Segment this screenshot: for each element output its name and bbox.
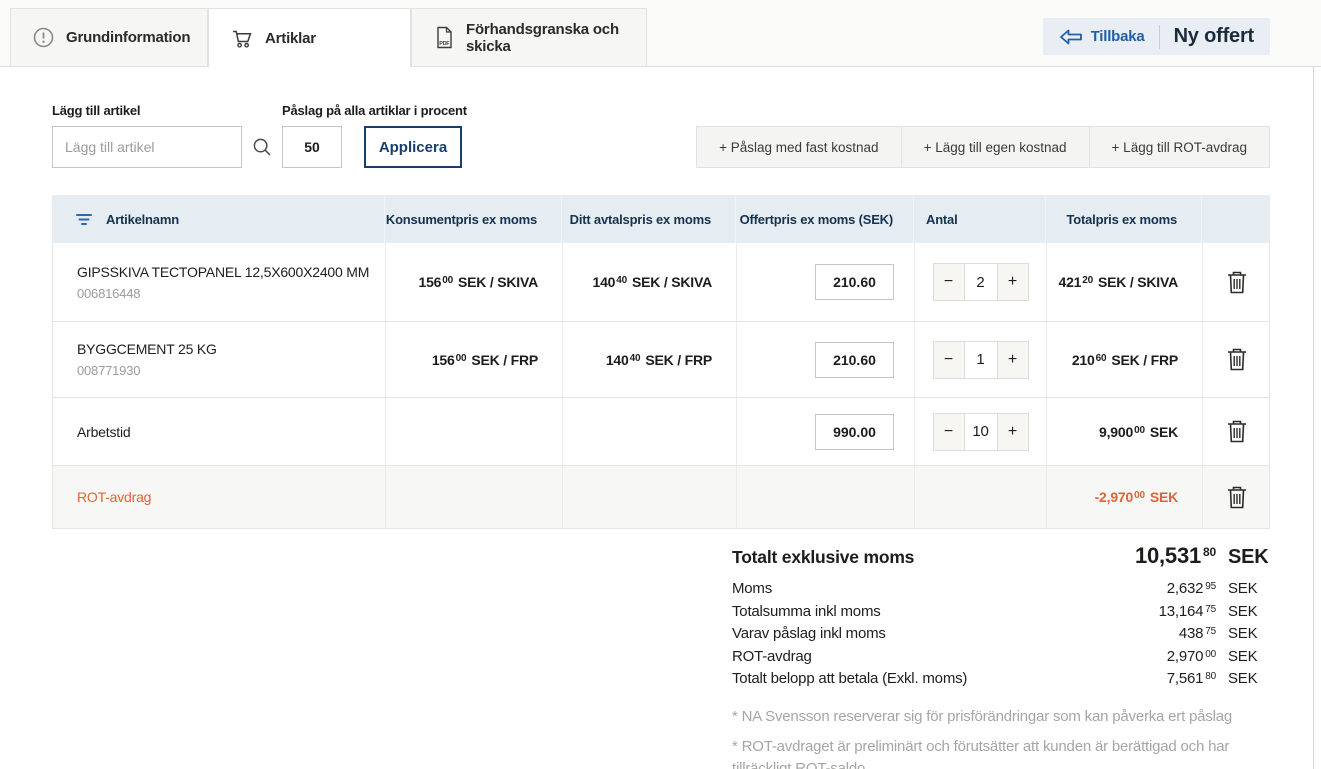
back-label: Tillbaka (1090, 28, 1145, 45)
quantity-increase-button[interactable]: + (996, 341, 1028, 378)
total-excl-vat-row: Totalt exklusive moms 10,531 80 SEK (732, 543, 1270, 569)
tab-label: Förhandsgranska och skicka (466, 20, 619, 55)
delete-row-button[interactable] (1226, 270, 1248, 295)
total-excl-vat-label: Totalt exklusive moms (732, 547, 915, 567)
consumer-price: 15600 SEK / SKIVA (418, 274, 538, 290)
article-search (52, 126, 271, 168)
col-header-offertpris: Offertpris ex moms (SEK) (736, 195, 914, 243)
markup-percent-input[interactable] (282, 126, 342, 168)
col-header-avtalspris: Ditt avtalspris ex moms (562, 195, 736, 243)
summary-line-markup: Varav påslag inkl moms 438 75 SEK (732, 625, 1258, 642)
contract-price: 14040 SEK / FRP (605, 351, 712, 368)
page-title: Ny offert (1173, 25, 1255, 47)
quantity-stepper: − 1 + (932, 340, 1029, 379)
offer-price-input[interactable] (815, 341, 894, 378)
quantity-value: 1 (976, 351, 985, 368)
currency-label: SEK (1228, 546, 1269, 568)
filter-icon[interactable] (76, 212, 92, 226)
offer-price-input[interactable] (815, 413, 894, 450)
summary-line-rot: ROT-avdrag 2,970 00 SEK (732, 647, 1258, 665)
trash-icon (1226, 347, 1248, 372)
alert-circle-icon (33, 27, 54, 48)
quantity-decrease-button[interactable]: − (933, 341, 965, 378)
delete-row-button[interactable] (1226, 485, 1248, 510)
summary-line-moms: Moms 2,632 95 SEK (732, 580, 1258, 597)
markup-label: Påslag på alla artiklar i procent (282, 103, 467, 118)
header-actions: Tillbaka Ny offert (1042, 18, 1270, 55)
table-header-row: Artikelnamn Konsumentpris ex moms Ditt a… (52, 195, 1270, 243)
pdf-file-icon: PDF (434, 26, 454, 49)
article-search-input[interactable] (53, 139, 252, 155)
tab-label: Grundinformation (66, 29, 191, 46)
article-name: Arbetstid (77, 423, 131, 440)
back-arrow-icon (1059, 29, 1083, 45)
article-sku: 008771930 (77, 363, 141, 378)
add-own-cost-button[interactable]: + Lägg till egen kostnad (900, 126, 1090, 168)
trash-icon (1226, 270, 1248, 295)
content-right-border (1313, 67, 1314, 769)
offer-price-input[interactable] (815, 264, 894, 300)
cart-icon (231, 28, 253, 49)
search-icon (252, 137, 282, 157)
table-row: GIPSSKIVA TECTOPANEL 12,5X600X2400 MM 00… (52, 243, 1270, 322)
delete-row-button[interactable] (1226, 347, 1248, 372)
summary-line-total-incl: Totalsumma inkl moms 13,164 75 SEK (732, 602, 1258, 620)
trash-icon (1226, 419, 1248, 444)
quantity-stepper: − 10 + (932, 412, 1029, 451)
add-fixed-markup-button[interactable]: + Påslag med fast kostnad (696, 126, 902, 168)
table-row: BYGGCEMENT 25 KG 008771930 15600 SEK / FR… (52, 322, 1270, 398)
article-name: GIPSSKIVA TECTOPANEL 12,5X600X2400 MM (77, 263, 370, 280)
col-header-artikelnamn: Artikelnamn (106, 211, 179, 227)
add-article-label: Lägg till artikel (52, 103, 141, 118)
back-button[interactable]: Tillbaka (1059, 28, 1145, 45)
delete-row-button[interactable] (1226, 419, 1248, 444)
summary-line-to-pay: Totalt belopp att betala (Exkl. moms) 7,… (732, 670, 1258, 687)
footnotes: * NA Svensson reserverar sig för prisför… (732, 706, 1270, 769)
add-rot-deduction-button[interactable]: + Lägg till ROT-avdrag (1088, 126, 1270, 168)
article-name: BYGGCEMENT 25 KG (77, 341, 217, 357)
divider (1158, 24, 1160, 49)
consumer-price: 15600 SEK / FRP (431, 351, 538, 368)
quantity-value: 10 (972, 423, 989, 440)
contract-price: 14040 SEK / SKIVA (592, 274, 712, 290)
table-row: ROT-avdrag -2,97000 SEK (52, 466, 1270, 529)
col-header-antal: Antal (914, 195, 1046, 243)
article-name: ROT-avdrag (77, 489, 152, 505)
quantity-increase-button[interactable]: + (996, 413, 1028, 450)
quantity-value: 2 (976, 273, 985, 291)
total-price: 42120 SEK / SKIVA (1058, 274, 1178, 290)
tab-artiklar[interactable]: Artiklar (208, 8, 411, 68)
footnote-rot: * ROT-avdraget är preliminärt och föruts… (732, 738, 1230, 769)
svg-text:PDF: PDF (439, 41, 450, 47)
total-excl-vat-value: 10,531 80 (1134, 543, 1216, 568)
tab-bar: Grundinformation Artiklar PDF Förhandsgr… (0, 0, 1321, 68)
total-price: -2,97000 SEK (1094, 489, 1179, 505)
article-sku: 006816448 (77, 285, 141, 301)
total-price: 21060 SEK / FRP (1071, 351, 1178, 368)
apply-markup-button[interactable]: Applicera (364, 126, 462, 168)
tab-forhandsgranska[interactable]: PDF Förhandsgranska och skicka (411, 8, 647, 67)
quantity-decrease-button[interactable]: − (933, 264, 965, 300)
quantity-decrease-button[interactable]: − (933, 413, 965, 450)
table-action-buttons: + Påslag med fast kostnad + Lägg till eg… (696, 126, 1270, 168)
col-header-totalpris: Totalpris ex moms (1046, 195, 1202, 243)
quantity-increase-button[interactable]: + (996, 264, 1028, 300)
col-header-actions (1202, 195, 1270, 243)
quantity-stepper: − 2 + (932, 263, 1029, 301)
articles-table: Artikelnamn Konsumentpris ex moms Ditt a… (52, 195, 1270, 529)
col-header-konsumentpris: Konsumentpris ex moms (385, 195, 562, 243)
tab-label: Artiklar (265, 29, 316, 47)
footnote-price-changes: * NA Svensson reserverar sig för prisför… (732, 707, 1233, 725)
total-price: 9,90000 SEK (1099, 423, 1178, 440)
tab-grundinformation[interactable]: Grundinformation (10, 8, 208, 67)
totals-summary: Totalt exklusive moms 10,531 80 SEK Moms … (732, 543, 1270, 769)
trash-icon (1226, 485, 1248, 510)
